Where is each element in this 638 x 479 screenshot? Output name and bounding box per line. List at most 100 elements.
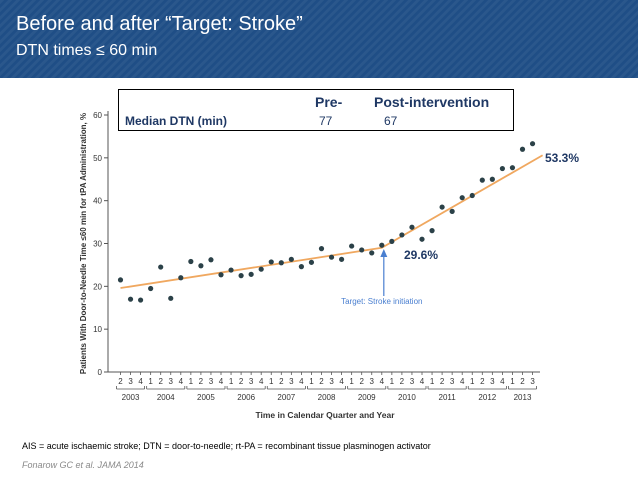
slide-subtitle: DTN times ≤ 60 min	[16, 42, 158, 59]
quarter-label: 1	[349, 377, 354, 386]
year-label: 2003	[122, 393, 140, 402]
quarter-label: 1	[229, 377, 234, 386]
data-point	[349, 243, 355, 249]
data-point	[178, 275, 184, 281]
annotation-arrow-head	[380, 249, 388, 257]
data-point	[419, 236, 425, 242]
data-point	[238, 273, 244, 279]
quarter-label: 2	[118, 377, 123, 386]
quarter-label: 2	[480, 377, 485, 386]
year-label: 2006	[237, 393, 255, 402]
quarter-label: 2	[158, 377, 163, 386]
y-tick-label: 20	[93, 282, 102, 291]
col-header-post: Post-intervention	[374, 94, 490, 110]
data-point	[459, 195, 465, 201]
row-label-median-dtn: Median DTN (min)	[125, 114, 227, 128]
year-label: 2012	[478, 393, 496, 402]
y-axis-label: Patients With Door-to-Needle Time ≤60 mi…	[79, 113, 88, 374]
data-point	[258, 266, 264, 272]
quarter-label: 2	[239, 377, 244, 386]
data-points	[117, 141, 536, 303]
quarter-label: 2	[400, 377, 405, 386]
quarter-label: 4	[420, 377, 425, 386]
quarter-label: 3	[128, 377, 133, 386]
quarter-label: 4	[380, 377, 385, 386]
quarter-label: 4	[460, 377, 465, 386]
slide-header: Before and after “Target: Stroke” DTN ti…	[0, 0, 638, 78]
data-point	[168, 295, 174, 301]
quarter-label: 3	[410, 377, 415, 386]
year-label: 2004	[157, 393, 175, 402]
quarter-label: 3	[530, 377, 535, 386]
quarter-label: 1	[470, 377, 475, 386]
trend-polyline	[120, 154, 544, 289]
data-point	[228, 267, 234, 273]
quarter-label: 2	[199, 377, 204, 386]
year-label: 2007	[277, 393, 295, 402]
y-tick-label: 50	[93, 154, 102, 163]
data-point	[308, 259, 315, 265]
y-tick-label: 10	[93, 325, 102, 334]
quarter-label: 4	[259, 377, 264, 386]
quarter-label: 1	[390, 377, 395, 386]
data-point	[519, 146, 526, 152]
data-point	[278, 260, 284, 266]
data-point	[379, 242, 385, 248]
quarter-label: 4	[179, 377, 184, 386]
data-point	[218, 272, 224, 278]
data-point	[409, 224, 415, 230]
quarter-label: 1	[510, 377, 515, 386]
y-tick-label: 30	[93, 240, 102, 249]
data-point	[328, 254, 335, 260]
data-point	[158, 264, 164, 270]
year-label: 2005	[197, 393, 215, 402]
quarter-label: 3	[450, 377, 455, 386]
quarter-label: 2	[359, 377, 364, 386]
quarter-label: 3	[329, 377, 334, 386]
data-point	[208, 257, 214, 263]
footnote: AIS = acute ischaemic stroke; DTN = door…	[22, 441, 431, 451]
quarter-label: 2	[319, 377, 324, 386]
median-dtn-table: Pre- Post-intervention Median DTN (min) …	[118, 89, 514, 131]
data-point	[529, 141, 536, 147]
end-percentage-label: 53.3%	[545, 151, 580, 165]
data-point	[339, 256, 345, 262]
quarter-label: 3	[370, 377, 375, 386]
chart-axes	[107, 111, 540, 373]
quarter-label: 1	[189, 377, 194, 386]
data-point	[499, 165, 505, 172]
quarter-label: 1	[430, 377, 435, 386]
quarter-label: 2	[440, 377, 445, 386]
y-tick-label: 0	[98, 368, 103, 377]
initiation-percentage-label: 29.6%	[404, 248, 439, 262]
quarter-label: 1	[309, 377, 314, 386]
x-axis-label: Time in Calendar Quarter and Year	[255, 410, 395, 420]
year-label: 2009	[358, 393, 376, 402]
post-value: 67	[384, 114, 398, 128]
citation: Fonarow GC et al. JAMA 2014	[22, 460, 144, 470]
initiation-annotation: Target: Stroke initiation	[341, 249, 422, 306]
col-header-pre: Pre-	[315, 94, 343, 110]
year-label: 2008	[318, 393, 336, 402]
data-point	[268, 259, 274, 265]
data-point	[288, 256, 294, 262]
year-label: 2011	[439, 393, 457, 402]
quarter-label: 4	[138, 377, 143, 386]
quarter-label: 3	[490, 377, 495, 386]
quarter-label: 3	[209, 377, 214, 386]
trend-line	[120, 154, 544, 289]
data-point	[489, 176, 495, 182]
data-point	[127, 296, 134, 302]
data-point	[248, 271, 254, 277]
data-point	[399, 232, 405, 238]
y-tick-label: 40	[93, 197, 102, 206]
data-point	[389, 238, 395, 244]
year-label: 2013	[514, 393, 532, 402]
data-point	[198, 263, 204, 269]
data-point	[509, 165, 516, 171]
quarter-label: 2	[279, 377, 284, 386]
quarter-label: 3	[249, 377, 254, 386]
quarter-label: 1	[269, 377, 274, 386]
